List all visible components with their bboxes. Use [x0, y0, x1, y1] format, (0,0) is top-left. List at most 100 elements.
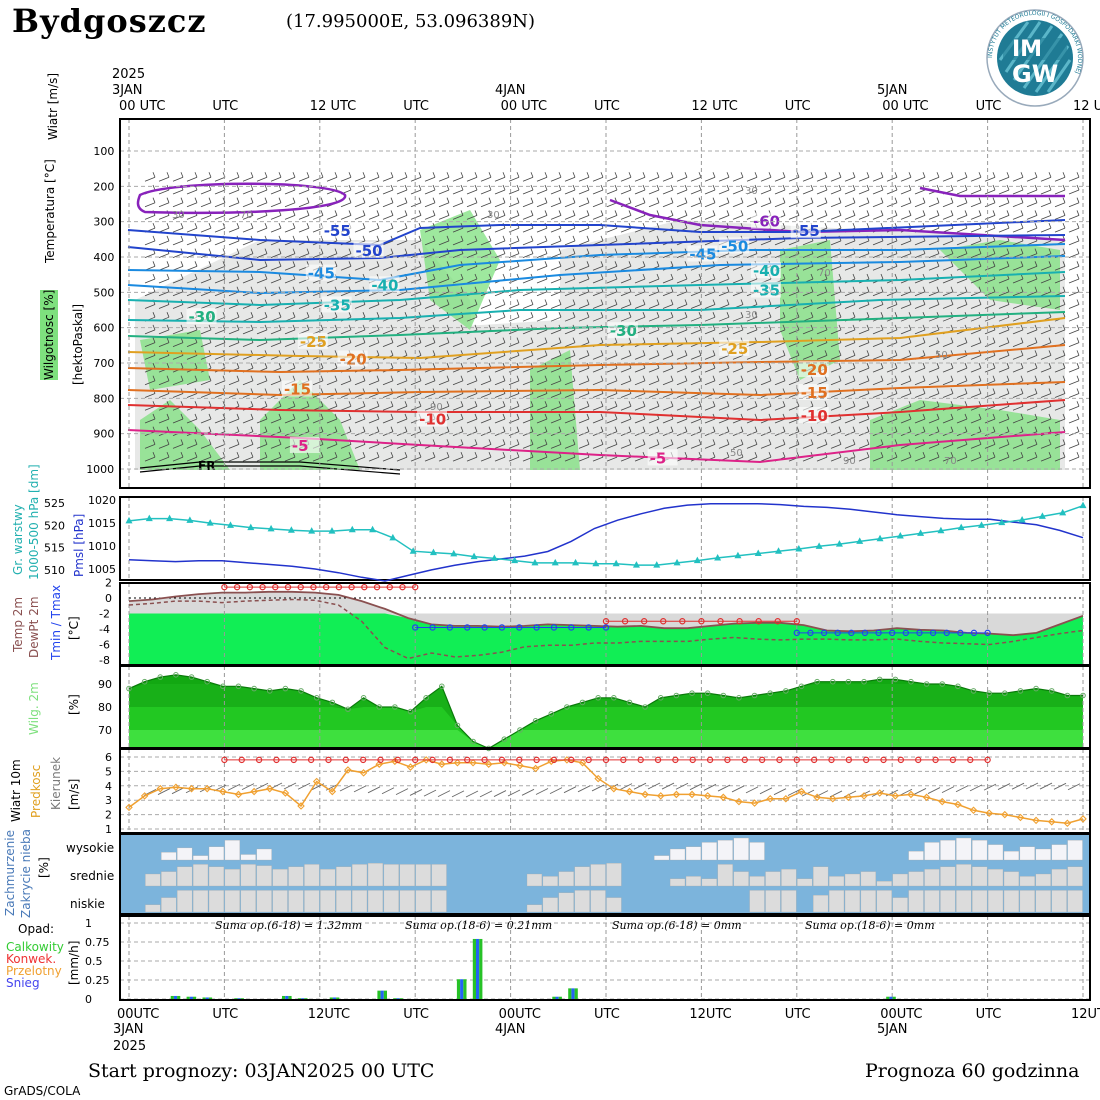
wind-barb — [984, 253, 996, 258]
wind-barb — [544, 172, 548, 178]
isotherm-line — [136, 182, 347, 215]
wind-barb — [964, 286, 968, 292]
wind-barb — [1048, 299, 1052, 305]
isotherm-label: -30 — [610, 322, 637, 340]
wind-barb — [866, 184, 870, 191]
wind-barb — [894, 388, 898, 394]
wind-barb — [838, 324, 842, 331]
wind-barb — [1076, 210, 1080, 216]
wind-barb — [858, 202, 870, 208]
wind-barb — [194, 375, 198, 381]
wind-direction-barb — [591, 784, 605, 792]
gust-marker — [758, 756, 766, 764]
cloud-bar-niskie — [431, 890, 447, 913]
thickness-marker — [247, 523, 255, 531]
wind-barb — [880, 439, 884, 445]
wind-barb — [690, 380, 702, 386]
label-halo — [790, 222, 821, 239]
wind-barb — [536, 316, 548, 322]
wind-speed-marker — [1063, 819, 1072, 828]
wind-barb — [152, 375, 156, 381]
wind-speed-marker — [969, 806, 978, 815]
wind-barb — [368, 227, 380, 233]
wind-direction-barb — [1053, 782, 1067, 790]
wind-barb — [768, 401, 772, 407]
wind-barb — [340, 291, 352, 297]
wind-barb — [348, 210, 352, 216]
wind-barb — [634, 316, 646, 322]
wind-barb — [592, 176, 604, 182]
wind-barb — [194, 324, 198, 331]
wind-barb — [200, 304, 212, 309]
wind-barb — [404, 451, 408, 458]
wind-barb — [306, 324, 310, 331]
wind-barb — [782, 375, 786, 381]
wind-barb — [606, 316, 618, 322]
wind-direction-barb — [283, 782, 297, 790]
wind-barb — [236, 413, 240, 420]
wind-barb — [746, 278, 758, 284]
wind-barb — [844, 176, 856, 182]
wind-barb — [810, 286, 814, 292]
wind-barb — [712, 426, 716, 432]
wind-barb — [446, 286, 450, 292]
wind-barb — [704, 354, 716, 360]
wind-barb — [502, 375, 506, 381]
wind-barb — [796, 210, 800, 216]
wind-barb — [970, 265, 982, 271]
wind-barb — [656, 426, 660, 432]
isotherm-label: -25 — [300, 333, 327, 351]
wind-barb — [802, 189, 814, 195]
wind-barb — [530, 312, 534, 318]
wind-direction-barb — [661, 782, 675, 790]
wind-barb — [522, 342, 534, 347]
wind-barb — [970, 189, 982, 195]
wind-barb — [1054, 291, 1066, 297]
wind-barb — [670, 197, 674, 203]
temp-tick: 2 — [105, 577, 112, 590]
wind-barb — [270, 253, 282, 258]
cloud-bar-niskie — [1067, 890, 1083, 913]
wind-barb — [704, 405, 716, 411]
wind-barb — [872, 367, 884, 373]
wind-barb — [214, 456, 226, 462]
wind-barb — [214, 227, 226, 233]
wind-barb — [214, 304, 226, 309]
cloud-bar-srednie — [860, 871, 876, 887]
wind-barb — [264, 362, 268, 369]
wind-direction-barb — [759, 787, 773, 795]
wind-barb — [676, 444, 688, 449]
cloud-bar-niskie — [972, 890, 988, 913]
wind-barb — [760, 444, 772, 449]
time-label: 12 UTC — [310, 99, 356, 114]
wind-barb — [760, 367, 772, 373]
wind-barb — [914, 380, 926, 386]
wind-barb — [984, 456, 996, 462]
wind-barb — [956, 354, 968, 360]
wind-barb — [670, 375, 674, 381]
cloud-bar-niskie — [192, 890, 209, 913]
wind-barb — [852, 324, 856, 331]
wind-barb — [396, 329, 408, 335]
wind-barb — [264, 299, 268, 305]
legend-entry: Snieg — [6, 976, 40, 990]
wind-barb — [830, 367, 842, 373]
wind-barb — [264, 222, 268, 229]
cloud-bar-srednie — [542, 876, 558, 887]
humidity-marker — [689, 690, 695, 697]
wind-barb — [172, 291, 184, 297]
cloud-bar-niskie — [924, 890, 940, 913]
wind-barb — [956, 202, 968, 208]
wind-barb — [816, 189, 828, 195]
wind-barb — [592, 278, 604, 284]
wind-barb — [228, 444, 240, 449]
wind-barb — [648, 354, 660, 360]
wind-barb — [354, 405, 366, 411]
wind-barb — [180, 197, 184, 203]
wind-barb — [284, 342, 296, 347]
year-label: 2025 — [113, 1039, 146, 1054]
wind-barb — [474, 235, 478, 242]
cloud-bar-srednie — [924, 869, 940, 887]
wind-barb — [270, 329, 282, 335]
